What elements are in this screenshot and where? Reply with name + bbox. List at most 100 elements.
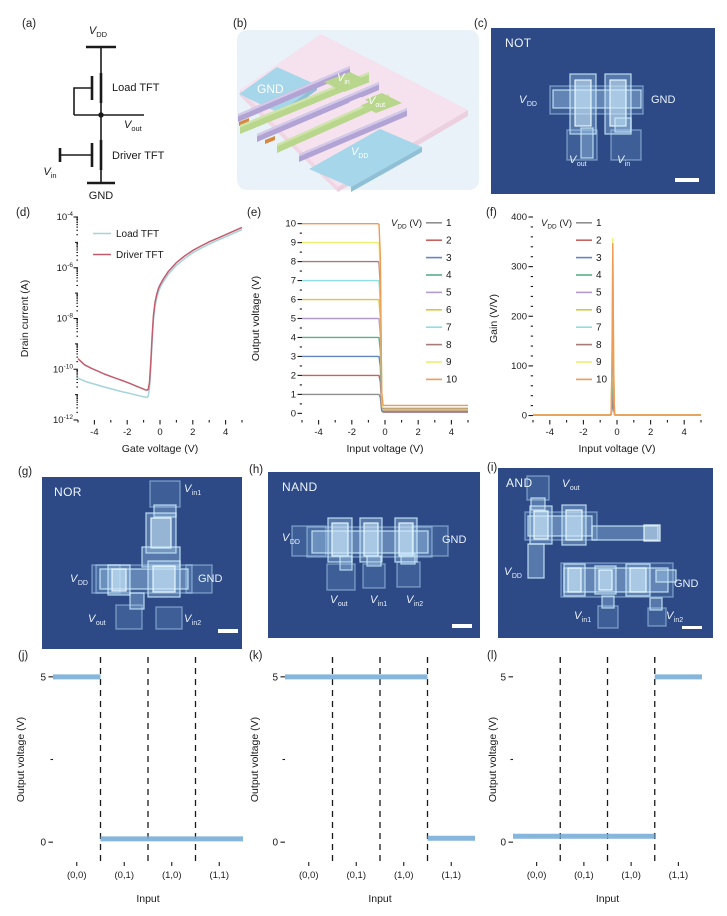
tick-label: -2 — [348, 427, 356, 438]
gnd-pad-label: GND — [651, 94, 676, 106]
tick-label: (1,0) — [394, 870, 414, 881]
semiconductor-stripes — [238, 66, 407, 162]
vout-pad-label: Vout — [569, 154, 587, 169]
vdd-pad-label: VDD — [519, 94, 537, 109]
series-vdd-2 — [302, 374, 468, 413]
legend: VDD (V) 1 2 3 4 5 6 7 8 9 10 — [541, 218, 608, 386]
tick-label: 0 — [272, 838, 278, 849]
tick-label: 10-12 — [53, 414, 73, 426]
y-axis: 0 100 200 300 400 — [511, 212, 533, 422]
vin1-pad-label: Vin1 — [574, 610, 592, 625]
y-axis: 10-12 10-10 10-8 10-6 10-4 — [53, 211, 78, 426]
legend-entry: 4 — [446, 270, 452, 281]
tick-label: 5 — [500, 672, 506, 683]
series-vdd-4 — [302, 336, 468, 412]
tick-label: 5 — [40, 672, 46, 683]
legend-entry: 3 — [446, 253, 452, 264]
legend-title: VDD (V) — [541, 218, 572, 231]
series-vdd-5 — [533, 327, 701, 416]
series-vdd-6 — [533, 310, 701, 416]
y-axis-label: Drain current (A) — [19, 280, 31, 358]
legend: VDD (V) 1 2 3 4 5 6 7 8 9 10 — [391, 218, 458, 386]
panel-l-tag: (l) — [487, 650, 498, 662]
micrograph-nor-shapes — [91, 480, 238, 633]
device-3d-panel: GND Vin Vout VDD — [237, 26, 479, 192]
y-axis-label: Output voltage (V) — [250, 276, 262, 361]
panel-h-tag: (h) — [249, 464, 264, 476]
vin2-pad-label: Vin2 — [406, 594, 424, 609]
tick-label: 2 — [190, 427, 195, 438]
tick-label: (0,0) — [299, 870, 319, 881]
vdd-pad-label: VDD — [504, 566, 522, 581]
driver-tft-label: Driver TFT — [112, 150, 165, 162]
x-axis: (0,0) (0,1) (1,0) (1,1) — [527, 657, 688, 881]
tick-label: -4 — [90, 427, 98, 438]
series-vdd-2 — [533, 379, 701, 416]
series-vdd-8 — [533, 275, 701, 416]
scale-bar — [452, 624, 472, 628]
panel-k-tag: (k) — [249, 650, 263, 662]
micrograph-and: AND Vout VDD GND Vin1 Vin2 — [498, 468, 713, 638]
tick-label: 10-8 — [57, 313, 74, 325]
vdd-label: VDD — [89, 25, 108, 39]
series-vdd-8 — [302, 260, 468, 410]
output-trace — [513, 674, 702, 839]
vout-pad-label: Vout — [330, 594, 348, 609]
scale-bar — [218, 629, 238, 633]
legend-entry: 5 — [596, 288, 602, 299]
legend-entry: 1 — [446, 218, 452, 229]
vdd-electrode — [309, 129, 422, 192]
x-axis-label: Input voltage (V) — [346, 443, 423, 455]
tick-label: 100 — [511, 361, 527, 372]
x-axis-label: Input — [596, 893, 619, 905]
micrograph-not-shapes — [549, 73, 699, 182]
vdd-pad-label: VDD — [70, 573, 88, 588]
tick-label: (1,1) — [209, 870, 229, 881]
legend-entry: Driver TFT — [116, 250, 164, 261]
tick-label: 0 — [40, 838, 46, 849]
micrograph-nand-shapes — [291, 517, 472, 628]
inverter-chart-panel: -4 -2 0 2 4 0 1 2 3 4 5 6 7 8 9 10 VDD (V) 1 2 3 4 5 6 7 8 9 10 Inp… — [246, 206, 484, 460]
input-dividers — [99, 657, 197, 862]
legend-entry: 9 — [596, 357, 602, 368]
series-vdd-7 — [533, 292, 701, 416]
gnd-pad-label: GND — [257, 82, 284, 96]
panel-f-tag: (f) — [486, 207, 497, 219]
vout-pad-label: Vout — [88, 613, 106, 628]
tick-label: 7 — [291, 276, 296, 287]
tick-label: 0 — [291, 408, 296, 419]
tick-label: 4 — [223, 427, 228, 438]
tick-label: 0 — [522, 411, 527, 422]
tick-label: -4 — [546, 427, 554, 438]
series-vdd-4 — [533, 344, 701, 416]
tick-label: 3 — [291, 351, 296, 362]
load-tft-label: Load TFT — [112, 82, 160, 94]
series-vdd-5 — [302, 317, 468, 412]
tick-label: 5 — [272, 672, 278, 683]
y-axis-label: Output voltage (V) — [15, 717, 27, 802]
legend-entry: 9 — [446, 357, 452, 368]
nand-output-chart-panel: 0 5 (0,0) (0,1) (1,0) (1,1) Input Output voltag… — [246, 650, 484, 914]
x-axis-label: Input voltage (V) — [578, 443, 655, 455]
legend-entry: 2 — [446, 235, 452, 246]
vout-pad-label: Vout — [562, 478, 580, 493]
vin1-pad-label: Vin1 — [184, 483, 202, 498]
legend-entry: 7 — [446, 322, 452, 333]
vin2-pad-label: Vin2 — [184, 613, 202, 628]
legend-entry: 5 — [446, 288, 452, 299]
vout-pad-label: Vout — [368, 95, 386, 110]
tick-label: (1,0) — [162, 870, 182, 881]
circuit-schematic: VDD Load TFT Vout Driver TFT Vin GND — [43, 25, 165, 202]
panel-e-tag: (e) — [247, 207, 262, 219]
tick-label: -4 — [314, 427, 322, 438]
series-vdd-3 — [302, 355, 468, 413]
nor-output-chart-panel: 0 5 (0,0) (0,1) (1,0) (1,1) Input Output voltag… — [12, 650, 246, 914]
series-vdd-9 — [302, 241, 468, 409]
series-vdd-9 — [533, 238, 701, 416]
tick-label: (0,0) — [67, 870, 87, 881]
tick-label: 1 — [291, 389, 296, 400]
y-axis-label: Output voltage (V) — [487, 717, 499, 802]
